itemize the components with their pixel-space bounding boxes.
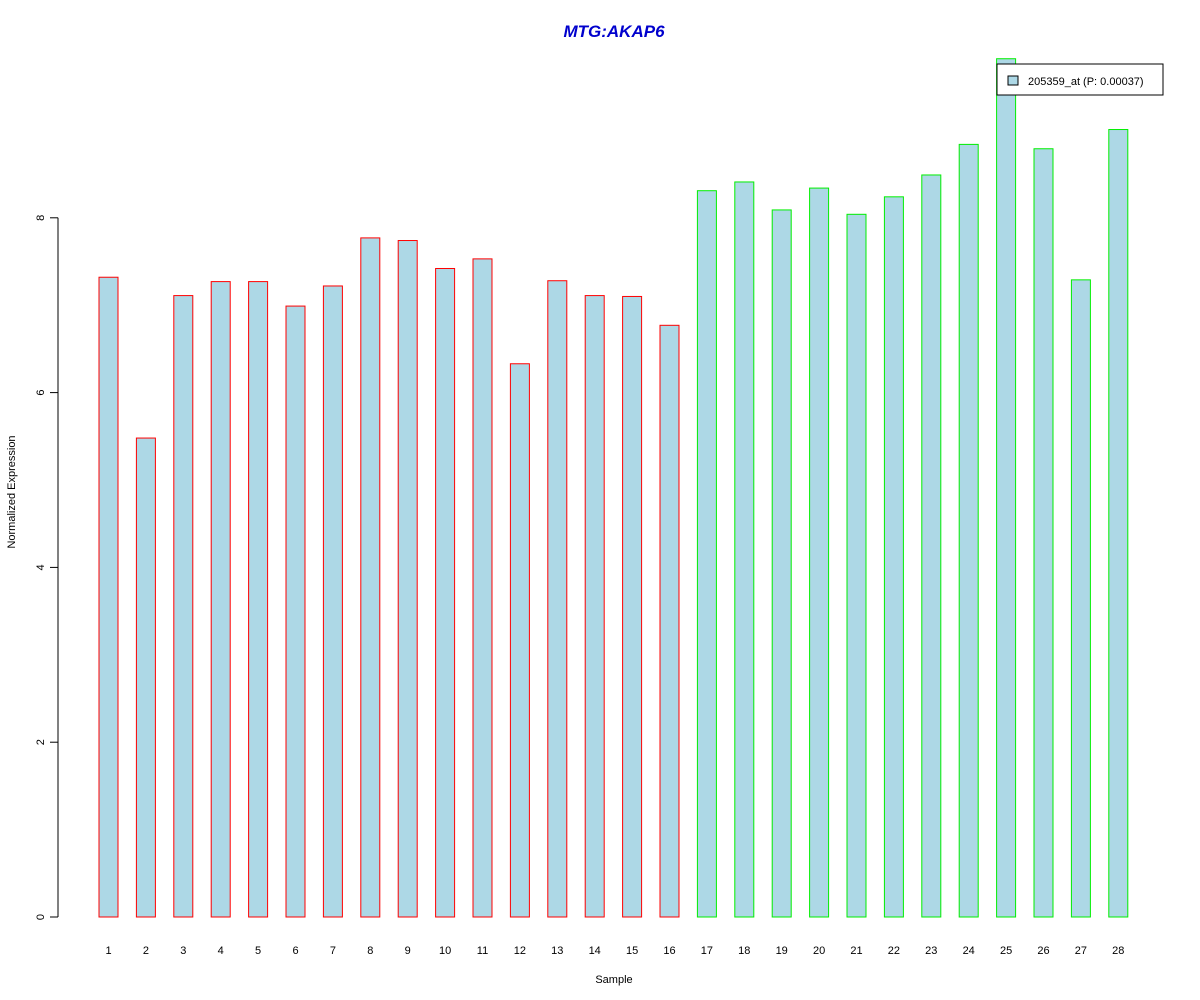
bars-group	[98, 58, 1129, 918]
x-tick-label: 11	[477, 945, 488, 957]
x-tick-label: 10	[439, 945, 451, 957]
x-axis-label: Sample	[595, 974, 632, 986]
bar	[135, 437, 156, 918]
x-tick-label: 16	[663, 945, 675, 957]
chart-title: MTG:AKAP6	[563, 22, 665, 41]
x-tick-label: 24	[963, 945, 975, 957]
x-tick-label: 5	[255, 945, 261, 957]
x-tick-label: 26	[1037, 945, 1049, 957]
x-tick-label: 27	[1075, 945, 1087, 957]
x-tick-label: 12	[514, 945, 526, 957]
bar	[696, 190, 717, 918]
x-tick-label: 23	[925, 945, 937, 957]
bar	[509, 363, 530, 918]
bar	[360, 237, 381, 918]
bar	[996, 58, 1017, 918]
legend-label: 205359_at (P: 0.00037)	[1028, 76, 1144, 88]
legend: 205359_at (P: 0.00037)	[996, 63, 1164, 96]
bar	[173, 295, 194, 918]
x-tick-label: 8	[367, 945, 373, 957]
bar	[958, 143, 979, 918]
bar	[584, 295, 605, 918]
bar	[622, 295, 643, 918]
bar	[846, 213, 867, 918]
x-tick-label: 28	[1112, 945, 1124, 957]
x-tick-label: 21	[850, 945, 862, 957]
y-tick-label: 4	[35, 564, 47, 570]
bar	[98, 276, 119, 918]
bar	[547, 280, 568, 918]
bar	[472, 258, 493, 918]
bar	[322, 285, 343, 918]
x-tick-label: 7	[330, 945, 336, 957]
x-tick-label: 1	[105, 945, 111, 957]
bar	[210, 281, 231, 918]
x-tick-label: 4	[218, 945, 224, 957]
x-tick-label: 20	[813, 945, 825, 957]
legend-box	[996, 63, 1164, 96]
x-tick-label: 19	[776, 945, 788, 957]
x-tick-label: 25	[1000, 945, 1012, 957]
bar	[248, 281, 269, 918]
x-tick-label: 15	[626, 945, 638, 957]
bar	[809, 187, 830, 918]
x-tick-label: 3	[180, 945, 186, 957]
y-tick-label: 8	[35, 215, 47, 221]
bar	[435, 267, 456, 918]
bar	[285, 305, 306, 918]
x-tick-label: 18	[738, 945, 750, 957]
x-tick-label: 13	[551, 945, 563, 957]
y-axis-label: Normalized Expression	[6, 435, 18, 548]
bar	[1070, 279, 1091, 918]
x-tick-label: 14	[589, 945, 601, 957]
y-tick-label: 2	[35, 739, 47, 745]
y-tick-label: 6	[35, 390, 47, 396]
bar	[397, 240, 418, 918]
bar	[921, 174, 942, 918]
y-axis: 0 2 4 6 8	[35, 215, 59, 920]
bar	[883, 196, 904, 918]
x-tick-label: 9	[405, 945, 411, 957]
x-tick-label: 6	[292, 945, 298, 957]
x-tick-label: 17	[701, 945, 713, 957]
y-tick-label: 0	[35, 914, 47, 920]
x-tick-label: 2	[143, 945, 149, 957]
x-tick-label: 22	[888, 945, 900, 957]
bar	[1033, 148, 1054, 918]
legend-swatch	[1007, 75, 1019, 86]
bar	[659, 324, 680, 918]
bar	[1108, 129, 1129, 918]
x-tick-labels: 1 2 3 4 5 6 7 8 9 10 11 12 13 14 15 16 17 18 19 20 21 22 23 24 2…	[105, 945, 1124, 957]
bar	[771, 209, 792, 918]
bar	[734, 181, 755, 918]
